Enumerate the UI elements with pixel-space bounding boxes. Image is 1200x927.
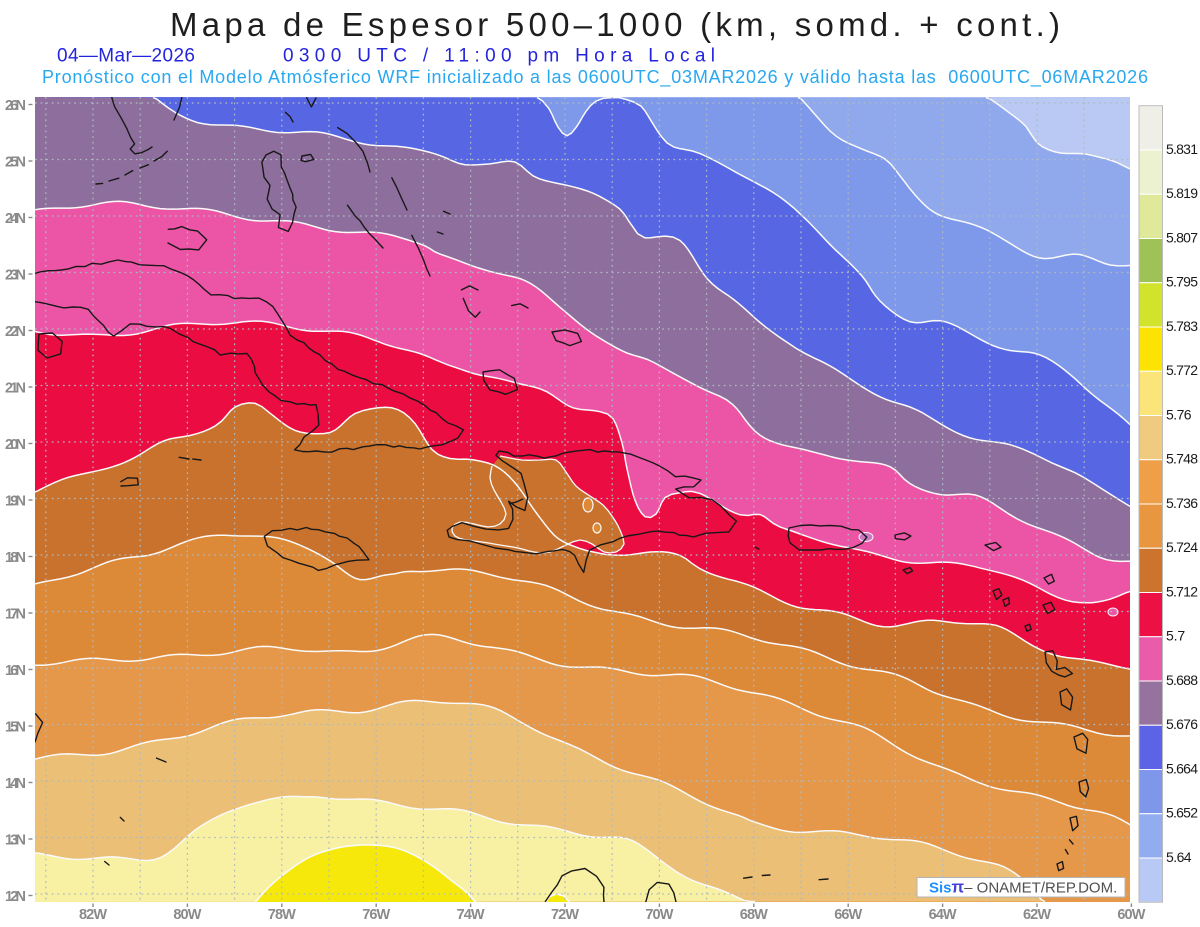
svg-text:68W: 68W <box>740 907 768 923</box>
svg-text:13N: 13N <box>5 832 26 848</box>
svg-text:78W: 78W <box>268 907 296 923</box>
svg-text:5.76: 5.76 <box>1166 406 1192 422</box>
svg-text:19N: 19N <box>5 493 26 509</box>
svg-text:80W: 80W <box>173 907 201 923</box>
svg-text:Pronóstico con el Modelo Atmós: Pronóstico con el Modelo Atmósferico WRF… <box>42 67 1148 88</box>
svg-text:5.807: 5.807 <box>1166 229 1198 245</box>
svg-text:23N: 23N <box>5 267 26 283</box>
svg-text:66W: 66W <box>834 907 862 923</box>
svg-text:18N: 18N <box>5 550 26 566</box>
svg-text:21N: 21N <box>5 380 26 396</box>
svg-text:5.7: 5.7 <box>1166 628 1185 644</box>
svg-text:82W: 82W <box>79 907 107 923</box>
svg-text:5.652: 5.652 <box>1166 805 1198 821</box>
svg-text:5.64: 5.64 <box>1166 849 1192 865</box>
svg-text:60W: 60W <box>1117 907 1145 923</box>
svg-text:5.676: 5.676 <box>1166 716 1198 732</box>
svg-text:25N: 25N <box>5 154 26 170</box>
svg-text:5.831: 5.831 <box>1166 141 1198 157</box>
svg-text:16N: 16N <box>5 663 26 679</box>
svg-text:20N: 20N <box>5 437 26 453</box>
svg-text:12N: 12N <box>5 889 26 905</box>
svg-text:5.772: 5.772 <box>1166 362 1198 378</box>
svg-text:5.688: 5.688 <box>1166 672 1198 688</box>
svg-text:5.819: 5.819 <box>1166 185 1198 201</box>
svg-text:74W: 74W <box>457 907 485 923</box>
svg-text:5.795: 5.795 <box>1166 274 1198 290</box>
svg-text:17N: 17N <box>5 606 26 622</box>
svg-text:26N: 26N <box>5 98 26 114</box>
svg-text:72W: 72W <box>551 907 579 923</box>
svg-text:5.664: 5.664 <box>1166 760 1198 776</box>
svg-text:5.783: 5.783 <box>1166 318 1198 334</box>
svg-text:24N: 24N <box>5 211 26 227</box>
svg-text:Sisπ– ONAMET/REP.DOM.: Sisπ– ONAMET/REP.DOM. <box>929 879 1117 897</box>
svg-text:5.748: 5.748 <box>1166 451 1198 467</box>
svg-text:62W: 62W <box>1023 907 1051 923</box>
svg-text:04—Mar—2026: 04—Mar—2026 <box>57 45 195 66</box>
svg-text:5.712: 5.712 <box>1166 583 1198 599</box>
svg-text:15N: 15N <box>5 719 26 735</box>
svg-text:76W: 76W <box>362 907 390 923</box>
svg-text:5.724: 5.724 <box>1166 539 1198 555</box>
svg-text:22N: 22N <box>5 324 26 340</box>
svg-text:14N: 14N <box>5 776 26 792</box>
svg-text:70W: 70W <box>645 907 673 923</box>
svg-text:5.736: 5.736 <box>1166 495 1198 511</box>
svg-text:64W: 64W <box>929 907 957 923</box>
